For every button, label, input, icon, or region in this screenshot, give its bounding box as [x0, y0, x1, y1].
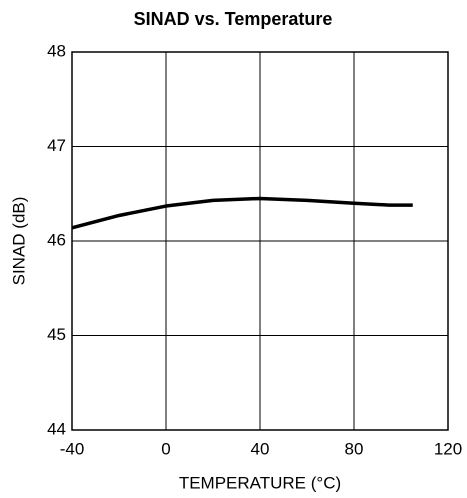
y-tick-label: 44: [47, 419, 66, 438]
x-tick-label: -40: [60, 439, 85, 458]
x-tick-label: 80: [345, 439, 364, 458]
y-tick-label: 46: [47, 230, 66, 249]
x-tick-label: 0: [161, 439, 170, 458]
y-tick-label: 47: [47, 136, 66, 155]
x-tick-label: 120: [434, 439, 462, 458]
y-tick-label: 45: [47, 325, 66, 344]
y-axis-label: SINAD (dB): [9, 197, 28, 286]
x-tick-label: 40: [251, 439, 270, 458]
data-line: [71, 196, 413, 230]
y-tick-label: 48: [47, 41, 66, 60]
chart-title: SINAD vs. Temperature: [134, 9, 333, 29]
plot-frame: [71, 51, 449, 431]
x-axis-label: TEMPERATURE (°C): [179, 473, 341, 492]
